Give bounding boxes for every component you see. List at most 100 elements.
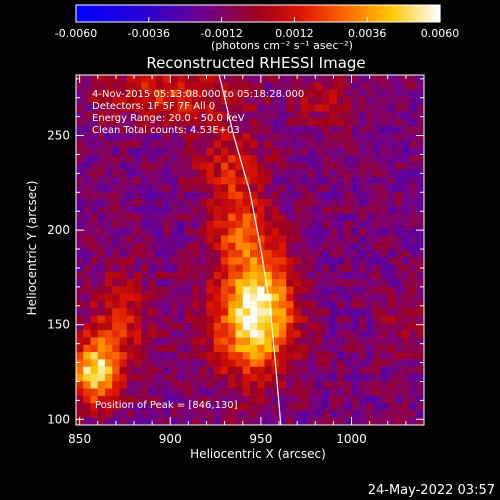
- heatmap-pixel: [163, 242, 171, 251]
- heatmap-pixel: [337, 177, 345, 185]
- colorbar-segment: [430, 5, 435, 22]
- heatmap-pixel: [199, 169, 207, 178]
- heatmap-pixel: [308, 395, 316, 404]
- heatmap-pixel: [213, 279, 222, 287]
- heatmap-pixel: [221, 228, 229, 236]
- heatmap-pixel: [337, 271, 345, 280]
- heatmap-pixel: [300, 220, 309, 229]
- heatmap-pixel: [228, 403, 236, 411]
- heatmap-pixel: [155, 96, 164, 105]
- heatmap-pixel: [235, 322, 244, 331]
- heatmap-pixel: [177, 322, 186, 331]
- heatmap-pixel: [148, 322, 157, 331]
- heatmap-pixel: [76, 381, 84, 389]
- heatmap-pixel: [192, 169, 200, 178]
- heatmap-pixel: [315, 293, 323, 302]
- heatmap-pixel: [141, 395, 149, 404]
- colorbar-tick-label: -0.0060: [55, 27, 97, 40]
- heatmap-pixel: [97, 104, 106, 112]
- heatmap-pixel: [366, 228, 374, 236]
- heatmap-pixel: [402, 322, 410, 331]
- heatmap-pixel: [293, 366, 302, 375]
- heatmap-pixel: [206, 308, 215, 317]
- heatmap-pixel: [271, 198, 280, 207]
- heatmap-pixel: [134, 235, 142, 244]
- heatmap-pixel: [119, 366, 128, 375]
- heatmap-pixel: [344, 250, 352, 258]
- heatmap-pixel: [315, 75, 323, 83]
- heatmap-pixel: [337, 286, 345, 295]
- heatmap-pixel: [286, 126, 294, 134]
- heatmap-pixel: [257, 388, 265, 397]
- heatmap-pixel: [242, 169, 251, 178]
- heatmap-pixel: [358, 410, 367, 419]
- heatmap-pixel: [308, 344, 316, 353]
- heatmap-pixel: [155, 322, 164, 331]
- heatmap-pixel: [387, 162, 396, 171]
- heatmap-pixel: [192, 395, 200, 404]
- heatmap-pixel: [416, 293, 425, 302]
- heatmap-pixel: [351, 257, 360, 265]
- heatmap-pixel: [395, 89, 403, 98]
- heatmap-pixel: [155, 140, 164, 149]
- heatmap-pixel: [322, 381, 331, 389]
- heatmap-pixel: [387, 264, 396, 273]
- heatmap-pixel: [76, 388, 84, 397]
- heatmap-pixel: [322, 228, 331, 236]
- heatmap-pixel: [402, 155, 410, 163]
- colorbar-segment: [82, 5, 86, 22]
- heatmap-pixel: [192, 315, 200, 324]
- heatmap-pixel: [387, 220, 396, 229]
- colorbar: -0.0060 -0.0036 -0.0012 0.0012 0.0036 0.0060: [55, 4, 459, 40]
- heatmap-pixel: [119, 133, 128, 142]
- heatmap-pixel: [228, 315, 236, 324]
- heatmap-pixel: [271, 133, 280, 142]
- heatmap-pixel: [315, 133, 323, 142]
- heatmap-pixel: [163, 140, 171, 149]
- heatmap-pixel: [221, 381, 229, 389]
- heatmap-pixel: [184, 286, 193, 295]
- heatmap-pixel: [387, 257, 396, 265]
- heatmap-pixel: [402, 213, 410, 222]
- heatmap-pixel: [213, 271, 222, 280]
- heatmap-pixel: [206, 242, 215, 251]
- heatmap-pixel: [83, 228, 91, 236]
- heatmap-pixel: [206, 403, 215, 411]
- heatmap-pixel: [148, 381, 157, 389]
- heatmap-pixel: [192, 104, 200, 112]
- heatmap-pixel: [221, 257, 229, 265]
- heatmap-pixel: [286, 228, 294, 236]
- heatmap-pixel: [250, 337, 258, 346]
- heatmap-pixel: [293, 315, 302, 324]
- heatmap-pixel: [271, 184, 280, 193]
- heatmap-pixel: [148, 220, 157, 229]
- heatmap-pixel: [134, 96, 142, 105]
- heatmap-pixel: [221, 126, 229, 134]
- heatmap-pixel: [155, 395, 164, 404]
- heatmap-pixel: [235, 96, 244, 105]
- heatmap-pixel: [387, 213, 396, 222]
- heatmap-pixel: [105, 264, 113, 273]
- heatmap-pixel: [387, 417, 396, 426]
- heatmap-pixel: [322, 111, 331, 120]
- heatmap-pixel: [337, 417, 345, 426]
- heatmap-pixel: [402, 373, 410, 382]
- heatmap-pixel: [351, 184, 360, 193]
- heatmap-pixel: [184, 330, 193, 338]
- heatmap-pixel: [242, 271, 251, 280]
- heatmap-pixel: [163, 337, 171, 346]
- heatmap-pixel: [97, 395, 106, 404]
- colorbar-segment: [400, 5, 405, 22]
- heatmap-pixel: [184, 395, 193, 404]
- colorbar-segment: [142, 5, 147, 22]
- heatmap-pixel: [155, 75, 164, 83]
- heatmap-pixel: [112, 373, 120, 382]
- heatmap-pixel: [337, 220, 345, 229]
- heatmap-pixel: [300, 198, 309, 207]
- heatmap-pixel: [90, 133, 99, 142]
- heatmap-pixel: [264, 344, 273, 353]
- heatmap-pixel: [373, 162, 381, 171]
- heatmap-pixel: [300, 89, 309, 98]
- heatmap-pixel: [387, 322, 396, 331]
- heatmap-pixel: [300, 388, 309, 397]
